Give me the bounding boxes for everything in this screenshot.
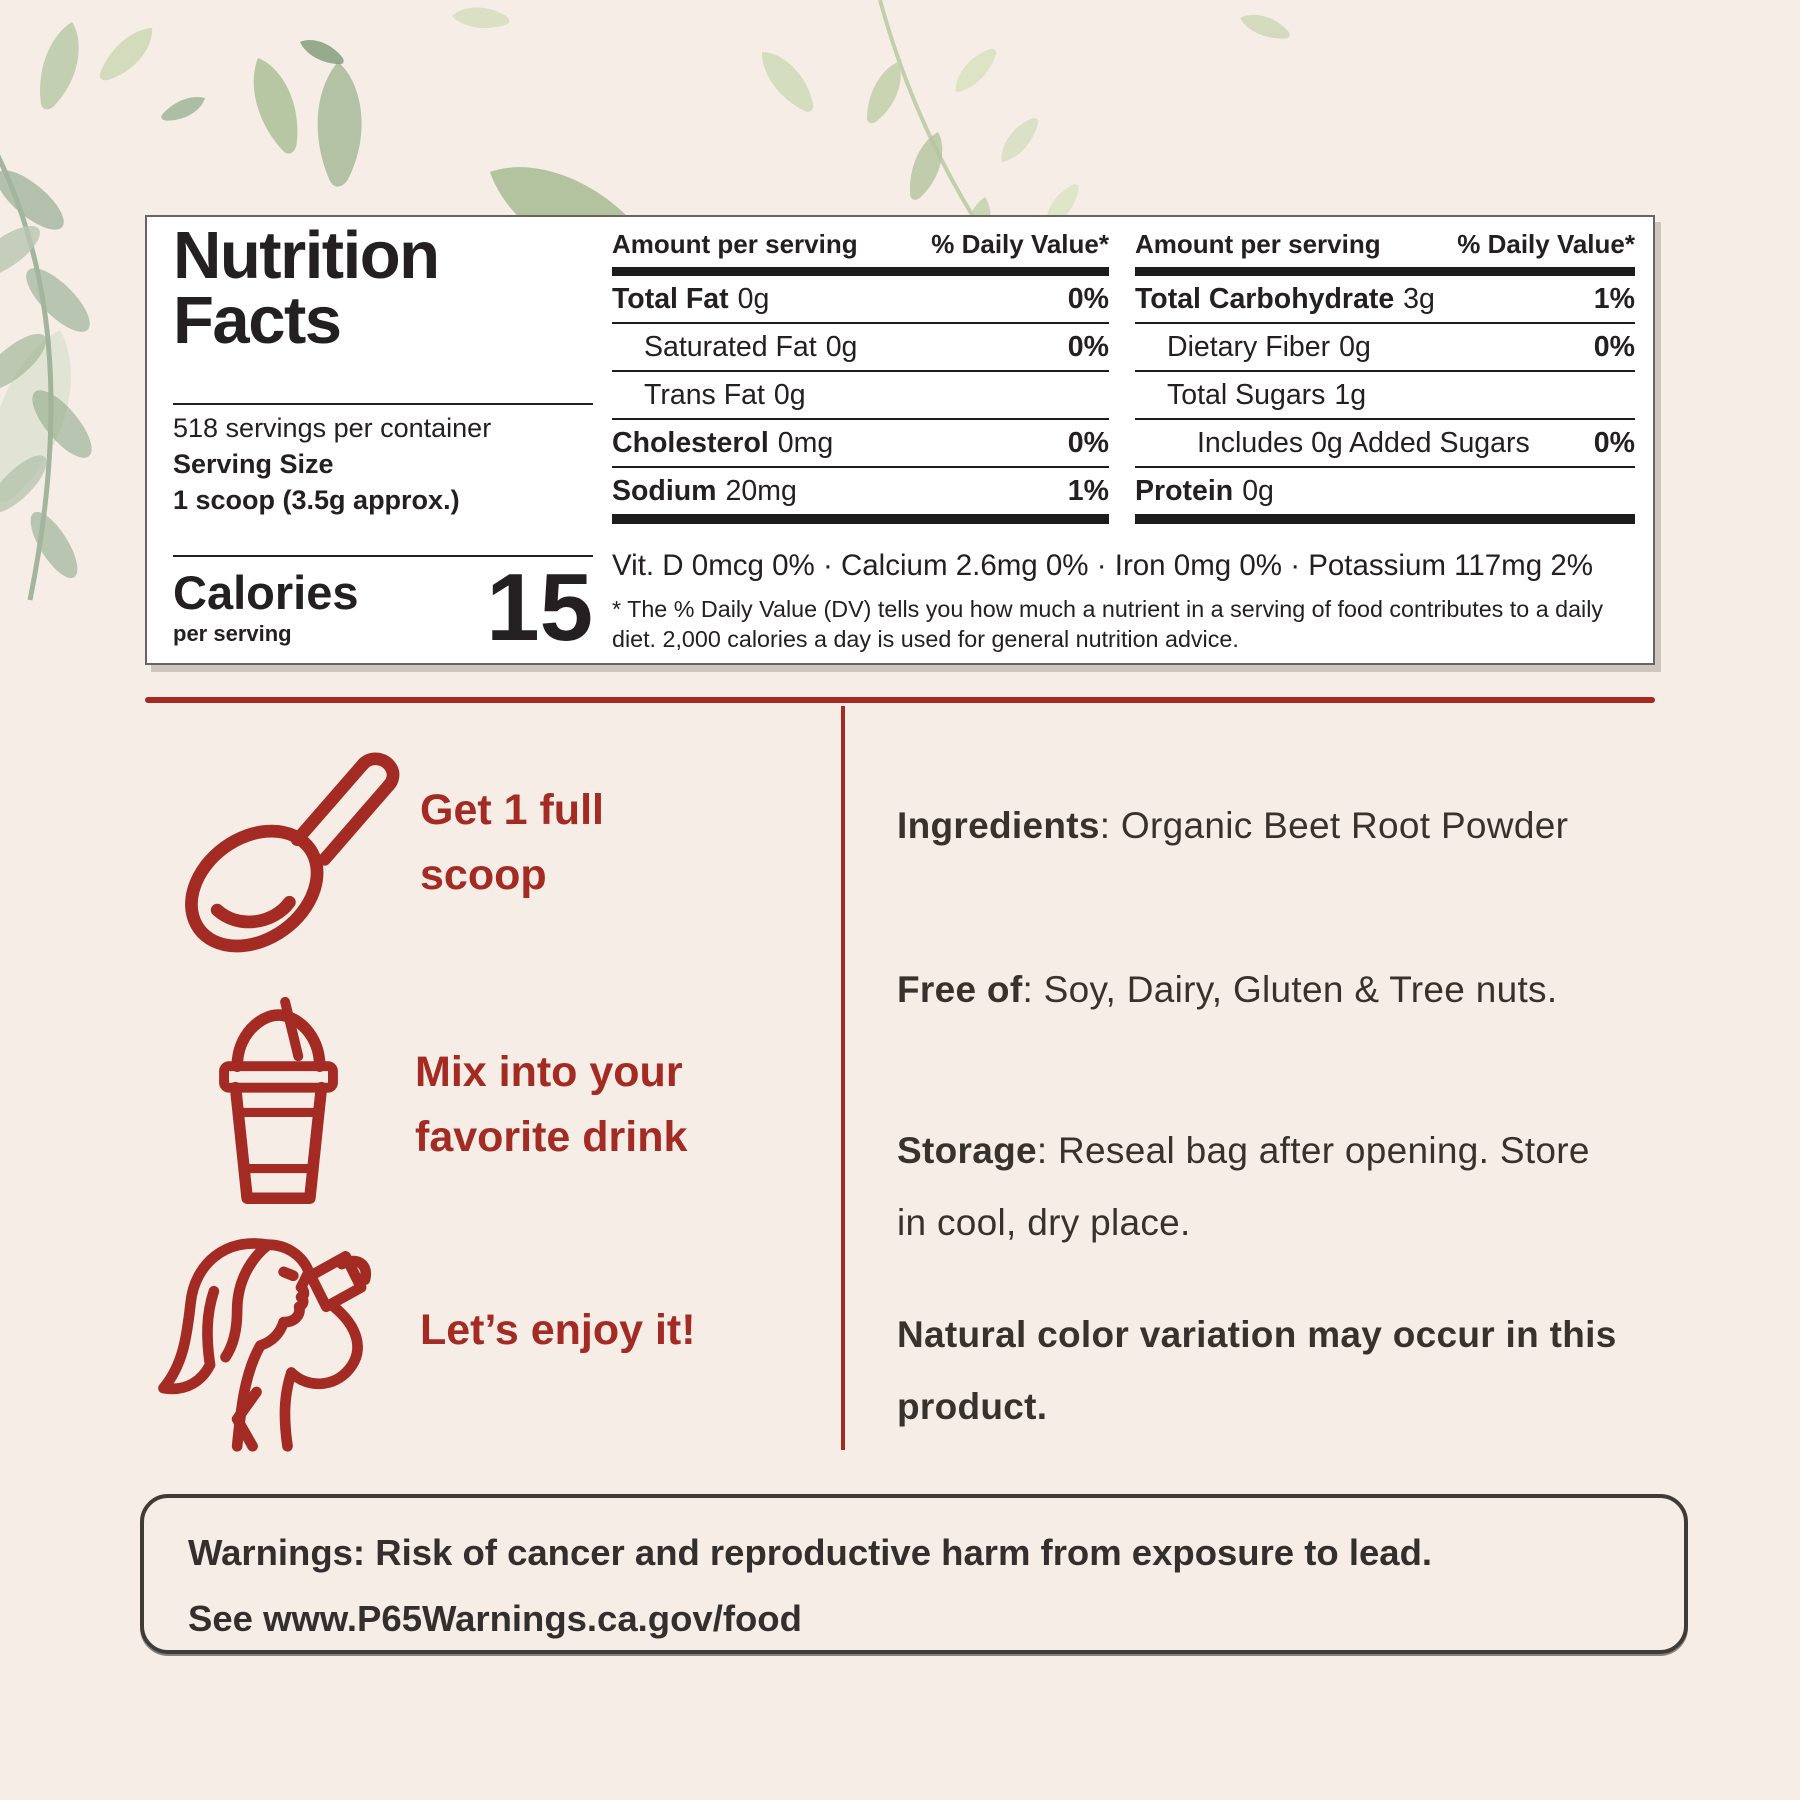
scoop-icon [185, 752, 400, 953]
nutrient-name: Cholesterol [612, 426, 769, 459]
nutrient-dv: 1% [1067, 474, 1109, 507]
nutrient-amount: 3g [1403, 282, 1435, 315]
nutrient-amount: 0mg [777, 426, 834, 459]
ingredients-label: Ingredients [897, 805, 1100, 846]
nutrient-name: Trans Fat [644, 378, 765, 411]
table-row: Saturated Fat 0g 0% [612, 324, 1109, 372]
nutrient-name: Saturated Fat [644, 330, 817, 363]
table-row: Total Fat 0g 0% [612, 276, 1109, 324]
nutrient-amount: 0g [825, 330, 858, 363]
table-row: Sodium 20mg 1% [612, 468, 1109, 514]
nutrient-name: Total Carbohydrate [1135, 282, 1395, 315]
daily-value-footnote: * The % Daily Value (DV) tells you how m… [612, 596, 1604, 652]
woman-drinking-icon [158, 1238, 372, 1452]
thick-rule [1135, 514, 1635, 524]
nutrient-amount: 0g [737, 282, 770, 315]
nutrient-dv: 0% [1593, 426, 1635, 459]
nutrient-table-left: Amount per serving % Daily Value* Total … [612, 229, 1109, 524]
nutrient-dv: 0% [1067, 282, 1109, 315]
warnings-label: Warnings: [188, 1532, 366, 1573]
nutrient-dv: 0% [1067, 330, 1109, 363]
horizontal-divider [145, 697, 1655, 703]
header-amount: Amount per serving [1135, 229, 1381, 259]
calories-subtitle: per serving [173, 621, 292, 646]
table-row: Includes 0g Added Sugars 0% [1135, 420, 1635, 468]
eucalyptus-sprig-left [0, 154, 92, 601]
nutrient-dv: 0% [1067, 426, 1109, 459]
ingredients-text: Ingredients: Organic Beet Root Powder [897, 805, 1677, 847]
warnings-box: Warnings: Risk of cancer and reproductiv… [140, 1494, 1688, 1654]
nutrient-dv: 0% [1593, 330, 1635, 363]
nutrient-name: Includes 0g Added Sugars [1197, 426, 1530, 459]
micronutrient-line: Vit. D 0mcg 0% · Calcium 2.6mg 0% · Iron… [612, 549, 1593, 582]
storage-value: : Reseal bag after opening. Store in coo… [897, 1130, 1590, 1244]
color-variation-note: Natural color variation may occur in thi… [897, 1314, 1617, 1428]
table-row: Cholesterol 0mg 0% [612, 420, 1109, 468]
thick-rule [612, 267, 1109, 276]
nutrient-amount: 0g [773, 378, 806, 411]
table-row: Total Sugars 1g [1135, 372, 1635, 420]
header-amount: Amount per serving [612, 229, 858, 259]
nutrient-name: Dietary Fiber [1167, 330, 1331, 363]
servings-per-container: 518 servings per container [173, 413, 492, 443]
thick-rule [612, 514, 1109, 524]
nutrient-amount: 20mg [725, 474, 797, 507]
free-of-label: Free of [897, 969, 1023, 1010]
table-row: Trans Fat 0g [612, 372, 1109, 420]
header-daily-value: % Daily Value* [931, 229, 1109, 259]
calories-value: 15 [486, 554, 593, 661]
nutrient-table-right: Amount per serving % Daily Value* Total … [1135, 229, 1635, 524]
nutrient-amount: 0g [1242, 474, 1274, 507]
nutrient-amount: 1g [1334, 378, 1367, 411]
step-label-mix: Mix into your favorite drink [415, 1048, 688, 1161]
serving-size-label: Serving Size [173, 449, 334, 479]
panel-rule [173, 403, 593, 405]
nutrient-name: Protein [1135, 474, 1234, 507]
storage-label: Storage [897, 1130, 1037, 1171]
table-header: Amount per serving % Daily Value* [612, 229, 1109, 267]
free-of-text: Free of: Soy, Dairy, Gluten & Tree nuts. [897, 969, 1677, 1011]
calories-block: Calories per serving 15 [173, 554, 597, 661]
serving-size-value: 1 scoop (3.5g approx.) [173, 485, 460, 515]
nutrient-amount: 0g [1339, 330, 1371, 363]
panel-rule [173, 555, 593, 557]
step-label-enjoy: Let’s enjoy it! [420, 1306, 696, 1354]
header-daily-value: % Daily Value* [1457, 229, 1635, 259]
ingredients-value: : Organic Beet Root Powder [1099, 805, 1569, 846]
nutrition-facts-panel: Nutrition Facts 518 servings per contain… [145, 215, 1655, 665]
nutrient-name: Sodium [612, 474, 717, 507]
table-row: Dietary Fiber 0g 0% [1135, 324, 1635, 372]
drink-cup-icon [219, 996, 338, 1204]
nutrient-dv: 1% [1593, 282, 1635, 315]
warnings-text: Risk of cancer and reproductive harm fro… [365, 1532, 1433, 1573]
step-label-scoop: Get 1 full scoop [420, 786, 604, 899]
table-header: Amount per serving % Daily Value* [1135, 229, 1635, 267]
nutrient-name: Total Fat [612, 282, 729, 315]
nutrient-name: Total Sugars [1167, 378, 1326, 411]
table-row: Protein 0g [1135, 468, 1635, 514]
free-of-value: : Soy, Dairy, Gluten & Tree nuts. [1022, 969, 1558, 1010]
thick-rule [1135, 267, 1635, 276]
vertical-divider [841, 706, 845, 1450]
table-row: Total Carbohydrate 3g 1% [1135, 276, 1635, 324]
warnings-line1: Warnings: Risk of cancer and reproductiv… [188, 1520, 1640, 1586]
warnings-line2: See www.P65Warnings.ca.gov/food [188, 1597, 802, 1639]
storage-text: Storage: Reseal bag after opening. Store… [897, 1115, 1597, 1259]
calories-label: Calories [173, 566, 359, 619]
nutrition-facts-title: Nutrition Facts [173, 218, 440, 358]
calories-label-group: Calories per serving [173, 569, 358, 648]
